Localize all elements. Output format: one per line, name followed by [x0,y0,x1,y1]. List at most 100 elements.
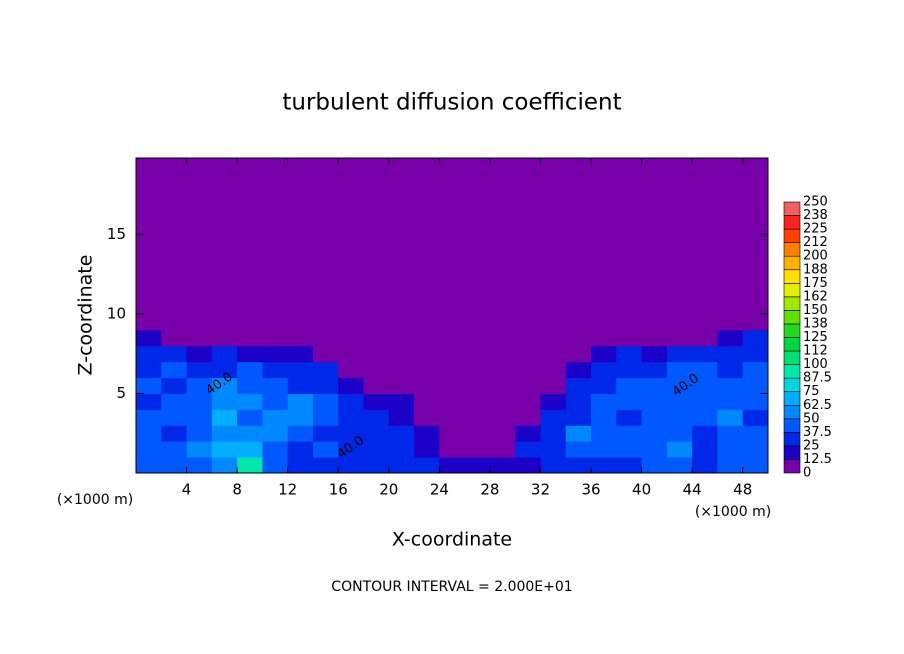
cell [616,409,643,426]
cell [742,425,769,442]
cell [287,457,314,474]
cell [717,377,744,394]
cell [742,158,769,315]
cell [540,313,567,331]
cell [742,393,769,410]
cell [666,329,693,347]
cell [363,158,390,315]
colorbar-bin [783,242,801,257]
cell [540,409,567,426]
cell [591,158,617,315]
x-tick-label: 24 [430,481,449,499]
colorbar-label: 112 [803,344,828,359]
cell [414,313,440,331]
cell [666,441,693,458]
colorbar-bin [783,350,801,365]
cell [692,345,718,363]
cell [363,313,390,331]
cell [338,158,365,315]
cell [338,361,365,379]
cell [565,457,592,474]
cell [414,377,440,394]
cell [742,361,769,379]
cell [717,329,744,347]
cell [211,393,238,410]
y-tick-label: 15 [107,225,126,243]
cell [186,377,213,394]
cell [540,441,567,458]
cell [464,158,491,315]
cell [287,313,314,331]
x-axis-label: X-coordinate [392,529,512,551]
field [136,158,769,474]
cell [338,313,365,331]
cell [641,313,668,331]
cell [237,361,263,379]
cell [237,158,263,315]
cell [388,441,415,458]
x-tick-label: 36 [581,481,600,499]
cell [717,393,744,410]
cell [186,457,213,474]
cell [414,329,440,347]
cell [616,393,643,410]
cell [641,393,668,410]
cell [136,329,162,347]
cell [388,158,415,315]
cell [287,361,314,379]
cell [591,377,617,394]
cell [616,441,643,458]
cell [641,425,668,442]
x-tick-label: 44 [683,481,702,499]
colorbar-label: 100 [803,357,828,372]
cell [186,329,213,347]
cell [742,313,769,331]
cell [136,361,162,379]
cell [717,158,744,315]
cell [439,409,466,426]
cell [489,377,516,394]
cell [616,377,643,394]
cell [186,345,213,363]
cell [641,377,668,394]
cell [666,409,693,426]
cell [641,329,668,347]
cell [363,441,390,458]
cell [237,329,263,347]
cell [565,313,592,331]
cell [262,409,289,426]
cell [363,361,390,379]
cell [742,377,769,394]
cell [211,441,238,458]
cell [489,409,516,426]
cell [312,409,339,426]
cell [388,361,415,379]
cell [338,345,365,363]
colorbar-bin [783,404,801,420]
colorbar-label: 200 [803,249,828,264]
cell [161,329,188,347]
cell [565,393,592,410]
cell [515,158,541,315]
cell [287,158,314,315]
cell [312,377,339,394]
y-tick-label: 5 [116,384,126,402]
cell [262,313,289,331]
colorbar-bin [783,391,801,406]
chart-title: turbulent diffusion coefficient [282,90,621,116]
cell [186,409,213,426]
cell [338,329,365,347]
cell [312,457,339,474]
cell [692,409,718,426]
cell [388,345,415,363]
cell [414,441,440,458]
cell [439,377,466,394]
cell [565,361,592,379]
cell [262,457,289,474]
cell [388,425,415,442]
cell [186,313,213,331]
cell [515,425,541,442]
cell [161,345,188,363]
cell [211,425,238,442]
cell [666,377,693,394]
